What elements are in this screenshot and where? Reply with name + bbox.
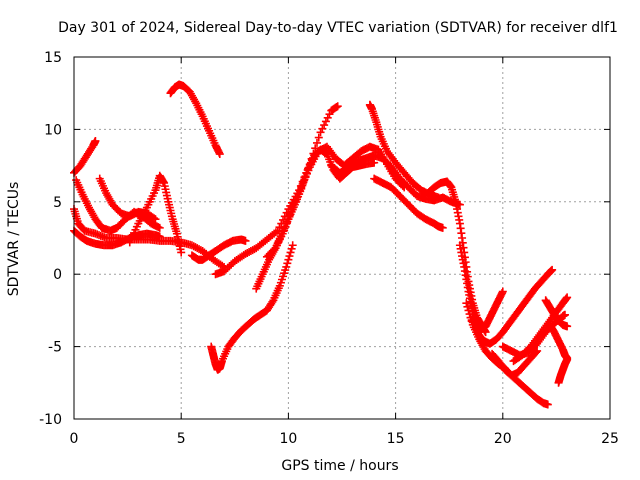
series-arc-08: [187, 235, 250, 264]
data-point: [285, 252, 294, 261]
data-point: [150, 214, 159, 223]
data-point: [333, 102, 342, 111]
data-point: [271, 228, 280, 237]
series-arc-25: [554, 355, 572, 387]
x-axis-label: GPS time / hours: [281, 458, 398, 474]
y-tick-label: 15: [44, 50, 62, 66]
data-point: [560, 310, 569, 319]
y-tick-label: -10: [39, 412, 62, 428]
data-point: [282, 219, 291, 228]
data-point: [563, 322, 572, 331]
data-point: [215, 150, 224, 159]
y-tick-label: 0: [53, 267, 62, 283]
data-point: [281, 222, 290, 231]
x-tick-label: 0: [70, 431, 79, 447]
y-tick-label: 5: [53, 195, 62, 211]
data-point: [177, 248, 186, 257]
data-point: [462, 299, 471, 308]
chart-title: Day 301 of 2024, Sidereal Day-to-day VTE…: [58, 20, 618, 36]
data-point: [498, 287, 507, 296]
data-point: [284, 215, 293, 224]
series-arc-15: [370, 174, 447, 232]
series-arc-23: [541, 296, 572, 331]
data-point: [464, 306, 473, 315]
x-tick-label: 20: [494, 431, 512, 447]
data-points: [70, 80, 572, 409]
y-axis-label: SDTVAR / TECUs: [6, 182, 22, 297]
data-point: [325, 110, 334, 119]
data-point: [438, 223, 447, 232]
x-tick-label: 10: [279, 431, 297, 447]
y-tick-label: 10: [44, 122, 62, 138]
data-point: [316, 128, 325, 137]
data-point: [288, 241, 297, 250]
data-point: [548, 265, 557, 274]
series-arc-11: [252, 145, 379, 293]
x-tick-label: 5: [177, 431, 186, 447]
grid-lines: [74, 57, 610, 419]
data-point: [280, 226, 289, 235]
data-point: [532, 348, 541, 357]
plot-frame: [73, 56, 611, 420]
data-point: [284, 255, 293, 264]
data-point: [282, 262, 291, 271]
data-point: [91, 136, 100, 145]
y-tick-label: -5: [48, 340, 62, 356]
data-point: [285, 211, 294, 220]
data-point: [465, 310, 474, 319]
data-point: [283, 259, 292, 268]
data-point: [155, 232, 164, 241]
data-point: [268, 297, 277, 306]
data-point: [563, 293, 572, 302]
data-point: [533, 346, 542, 355]
data-point: [155, 223, 164, 232]
data-point: [314, 133, 323, 142]
series-arc-13: [327, 151, 464, 209]
data-point: [287, 207, 296, 216]
data-point: [370, 158, 379, 167]
data-point: [323, 113, 332, 122]
data-point: [312, 138, 321, 147]
data-point: [543, 400, 552, 409]
x-tick-label: 15: [387, 431, 405, 447]
data-point: [270, 245, 279, 254]
series-arc-01: [70, 136, 100, 177]
series-arc-02: [70, 205, 229, 271]
series-arc-09: [207, 241, 297, 374]
series-arc-07: [166, 80, 224, 159]
data-point: [463, 302, 472, 311]
data-point: [318, 124, 327, 133]
data-point: [434, 193, 443, 202]
data-point: [286, 248, 295, 257]
series-arc-06: [125, 171, 186, 257]
data-point: [151, 215, 160, 224]
data-point: [563, 355, 572, 364]
x-tick-label: 25: [601, 431, 619, 447]
series-arc-24: [545, 320, 572, 363]
data-point: [241, 236, 250, 245]
series-arc-19: [466, 265, 557, 348]
data-point: [320, 121, 329, 130]
tick-labels: 0 5 10 15 20 25 -10 -5 0 5 10 15: [39, 50, 619, 447]
data-point: [287, 244, 296, 253]
series-arc-17: [455, 241, 507, 334]
data-point: [321, 117, 330, 126]
series-arc-20: [488, 346, 542, 380]
